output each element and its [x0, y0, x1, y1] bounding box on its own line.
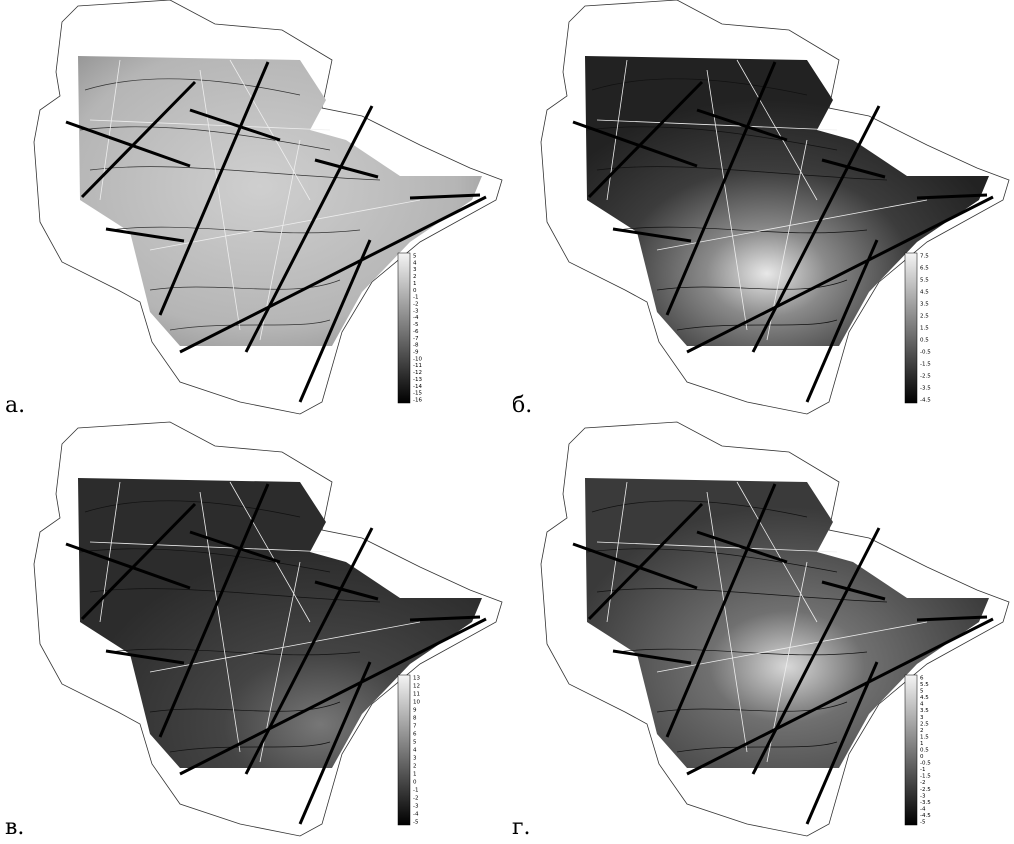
legend-label: 12	[413, 684, 420, 690]
legend-label: 5.5	[920, 682, 929, 688]
legend-label: -3	[413, 308, 419, 314]
legend-label: 9	[413, 708, 417, 714]
legend-label: 2.5	[920, 314, 929, 320]
legend-label: 4.5	[920, 290, 929, 296]
legend-label: 3.5	[920, 708, 929, 714]
legend-label: -10	[413, 356, 422, 362]
legend-label: -12	[413, 370, 422, 376]
legend-label: 6	[413, 732, 417, 738]
legend-label: 13	[413, 676, 420, 682]
legend-label: 6.5	[920, 266, 929, 272]
legend-label: -13	[413, 377, 422, 383]
figure: 543210-1-2-3-4-5-6-7-8-9-10-11-12-13-14-…	[0, 0, 1014, 844]
legend-label: 1	[413, 772, 417, 778]
legend-label: -0.5	[920, 761, 931, 767]
map-panel: 7.5 6.5 5.5 4.5 3.5 2.5 1.5 0.5 -0.5 -1.5 -2.5 -3.5…	[512, 0, 1009, 418]
legend-label: -4.5	[920, 813, 931, 819]
legend-label: -5	[413, 820, 419, 826]
color-bar	[905, 253, 917, 403]
legend-label: 3	[920, 715, 924, 721]
legend-label: 4.5	[920, 695, 929, 701]
legend-label: -5	[920, 820, 926, 826]
legend-label: -8	[413, 343, 419, 349]
legend-label: 1	[413, 281, 417, 287]
legend-label: -2.5	[920, 374, 931, 380]
legend-label: 0.5	[920, 748, 929, 754]
legend-label: 0.5	[920, 338, 929, 344]
legend-label: -5	[413, 322, 419, 328]
legend-label: -1	[413, 788, 418, 794]
legend-label: -2	[413, 302, 418, 308]
legend-label: 7	[413, 724, 417, 730]
legend-label: -3	[920, 793, 926, 799]
map-panel: 65.554.543.532.521.510.50-0.5-1-1.5-2-2.…	[512, 422, 1009, 840]
color-bar	[905, 675, 917, 825]
legend-label: -3	[413, 804, 419, 810]
legend-label: 3	[413, 267, 417, 273]
legend-label: -1.5	[920, 362, 931, 368]
legend-label: 2	[920, 728, 924, 734]
legend-label: 5.5	[920, 278, 929, 284]
legend-label: -1	[413, 295, 418, 301]
legend-label: -4	[920, 806, 926, 812]
legend-label: -4.5	[920, 398, 931, 404]
legend-label: 1	[920, 741, 924, 747]
legend-label: -7	[413, 336, 419, 342]
legend-label: -3.5	[920, 386, 931, 392]
legend-label: -2	[920, 780, 925, 786]
legend-label: -6	[413, 329, 419, 335]
legend-label: -11	[413, 363, 422, 369]
legend-label: 8	[413, 716, 417, 722]
legend-label: -15	[413, 391, 422, 397]
color-bar	[398, 253, 410, 403]
color-bar	[398, 675, 410, 825]
legend-label: -2.5	[920, 787, 931, 793]
legend-label: -16	[413, 398, 422, 404]
legend-label: -9	[413, 350, 419, 356]
panel-label: г.	[512, 815, 531, 840]
legend-label: 0	[920, 754, 924, 760]
legend-label: 2	[413, 274, 417, 280]
legend-label: 11	[413, 692, 420, 698]
legend-label: 2.5	[920, 721, 929, 727]
legend-label: -4	[413, 812, 419, 818]
legend-label: 4	[413, 260, 417, 266]
legend-label: 5	[413, 254, 417, 260]
legend-label: 6	[920, 676, 924, 682]
legend-label: 4	[920, 702, 924, 708]
legend-label: -1	[920, 767, 925, 773]
legend-label: 3.5	[920, 302, 929, 308]
legend-label: -4	[413, 315, 419, 321]
legend-label: 5	[920, 689, 924, 695]
map-panel: 543210-1-2-3-4-5-6-7-8-9-10-11-12-13-14-…	[5, 0, 502, 418]
legend-label: 10	[413, 700, 420, 706]
legend-label: 0	[413, 288, 417, 294]
legend-label: -3.5	[920, 800, 931, 806]
legend-label: 7.5	[920, 254, 929, 260]
panel-label: в.	[5, 815, 24, 840]
legend-label: -2	[413, 796, 418, 802]
legend-label: 2	[413, 764, 417, 770]
legend-label: -14	[413, 384, 422, 390]
legend-label: 3	[413, 756, 417, 762]
legend-label: 1.5	[920, 326, 929, 332]
legend-label: 5	[413, 740, 417, 746]
legend-label: 4	[413, 748, 417, 754]
legend-label: 0	[413, 780, 417, 786]
legend-label: -0.5	[920, 350, 931, 356]
panel-label: а.	[5, 393, 25, 418]
panel-label: б.	[512, 393, 532, 418]
legend-label: 1.5	[920, 734, 929, 740]
legend-label: -1.5	[920, 774, 931, 780]
